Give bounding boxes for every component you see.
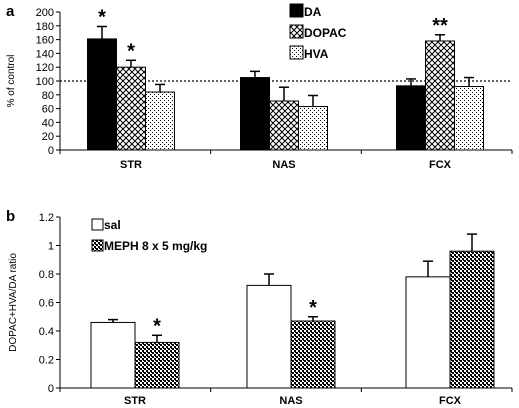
significance-marker: * [153,315,161,337]
legend-swatch [91,239,104,252]
x-tick-label: NAS [272,159,295,171]
significance-marker: ** [432,15,448,37]
significance-marker: * [98,6,106,28]
panel-label: b [6,208,15,225]
significance-marker: * [127,40,135,62]
x-tick-label: NAS [279,395,302,407]
y-tick-label: 160 [36,35,54,47]
bar [87,38,117,151]
y-tick-label: 0 [48,145,54,157]
panel-b: b 0 0.2 0.4 0.6 0.8 1 1.2 DOPAC+HVA/DA ratio STR N… [6,208,513,407]
legend-swatch [289,24,304,39]
bar [116,66,146,151]
legend-swatch [289,45,304,60]
legend-label: sal [104,218,121,232]
y-tick-label: 0.4 [39,326,54,338]
y-tick-label: 1 [48,241,54,253]
y-tick-label: 40 [42,117,54,129]
y-tick-label: 20 [42,131,54,143]
y-tick-label: 100 [36,76,54,88]
legend-swatch [91,218,104,231]
bar [246,284,292,389]
significance-marker: * [309,297,317,319]
y-tick-label: 80 [42,90,54,102]
y-tick-label: 0.2 [39,355,54,367]
bar [449,250,495,389]
bar [425,40,455,151]
legend-label: MEPH 8 x 5 mg/kg [104,239,207,253]
bar [454,86,484,151]
bar [298,106,328,151]
y-tick-label: 60 [42,104,54,116]
legend-label: DA [304,5,322,19]
x-tick-label: FCX [429,159,452,171]
bar [240,77,270,151]
bar [269,100,299,151]
y-tick-label: 1.2 [39,212,54,224]
legend-swatch [289,3,304,18]
x-tick-label: FCX [439,395,462,407]
y-tick-label: 180 [36,21,54,33]
y-tick-label: 0 [48,383,54,395]
panel-label: a [6,3,15,20]
legend-label: DOPAC [304,26,347,40]
bar [90,321,136,389]
y-tick-label: 0.6 [39,298,54,310]
y-axis-label: DOPAC+HVA/DA ratio [8,253,19,352]
y-tick-label: 120 [36,62,54,74]
y-tick-label: 0.8 [39,269,54,281]
y-tick-label: 200 [36,7,54,19]
legend-label: HVA [304,47,329,61]
bar [145,91,175,151]
bar [396,85,426,151]
bar [290,320,336,389]
bar [405,276,451,389]
x-tick-label: STR [124,395,146,407]
bar [134,341,180,389]
y-axis-label: % of control [6,55,17,108]
x-tick-label: STR [120,159,142,171]
y-tick-label: 140 [36,48,54,60]
